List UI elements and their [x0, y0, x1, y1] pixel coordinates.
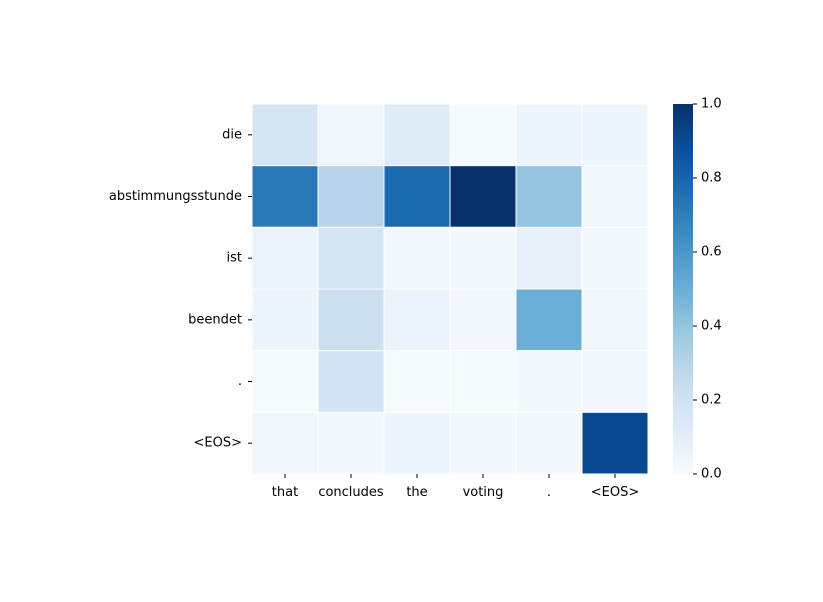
y-tick-label: <EOS>: [194, 436, 242, 451]
heatmap-cell: [251, 411, 319, 475]
heatmap-cell: [317, 288, 385, 352]
colorbar-tick-label: 0.8: [701, 171, 722, 186]
heatmap-cell: [515, 165, 583, 228]
colorbar-gradient: [673, 104, 693, 474]
heatmap-cell: [449, 226, 517, 290]
y-tick-label: ist: [227, 251, 242, 266]
heatmap-cell: [383, 226, 451, 290]
heatmap-cell: [383, 165, 451, 228]
heatmap-cell: [251, 103, 319, 167]
heatmap-cell: [449, 350, 517, 413]
heatmap-cell: [515, 103, 583, 167]
x-tick-label: <EOS>: [591, 485, 639, 500]
heatmap-cell: [449, 165, 517, 228]
heatmap-cell: [317, 165, 385, 228]
heatmap-cell: [449, 288, 517, 352]
colorbar-tick-label: 0.2: [701, 393, 722, 408]
x-axis: that concludes the voting. <EOS>: [272, 474, 639, 500]
heatmap-cell: [251, 226, 319, 290]
heatmap-cell: [449, 411, 517, 475]
heatmap-cell: [515, 226, 583, 290]
heatmap-cell: [317, 350, 385, 413]
y-axis: die abstimmungsstunde ist beendet. <EOS>: [109, 127, 252, 451]
heatmap-cell: [581, 103, 649, 167]
heatmap-cell: [317, 411, 385, 475]
x-tick-label: .: [547, 485, 551, 500]
colorbar-tick-label: 1.0: [701, 97, 722, 112]
heatmap-cell: [251, 165, 319, 228]
heatmap-cell: [515, 350, 583, 413]
heatmap-cell: [317, 226, 385, 290]
heatmap-cell: [251, 350, 319, 413]
heatmap-cell: [581, 411, 649, 475]
y-tick-label: .: [238, 374, 242, 389]
heatmap-cell: [383, 350, 451, 413]
x-tick-label: voting: [463, 485, 504, 500]
x-tick-label: the: [406, 485, 427, 500]
heatmap-cell: [383, 288, 451, 352]
colorbar: 0.0 0.2 0.4 0.6 0.8 1.0: [673, 97, 722, 482]
heatmap-cells: [251, 103, 649, 475]
heatmap-cell: [581, 288, 649, 352]
heatmap-cell: [383, 103, 451, 167]
x-tick-label: concludes: [318, 485, 384, 500]
colorbar-tick-label: 0.6: [701, 245, 722, 260]
heatmap-cell: [515, 411, 583, 475]
y-tick-label: die: [222, 127, 242, 142]
y-tick-label: abstimmungsstunde: [109, 189, 242, 204]
heatmap-cell: [581, 226, 649, 290]
heatmap-cell: [317, 103, 385, 167]
y-tick-label: beendet: [188, 312, 242, 327]
x-tick-label: that: [272, 485, 298, 500]
heatmap-cell: [449, 103, 517, 167]
heatmap-cell: [581, 350, 649, 413]
colorbar-tick-label: 0.4: [701, 319, 722, 334]
heatmap-cell: [383, 411, 451, 475]
heatmap-cell: [581, 165, 649, 228]
colorbar-tick-label: 0.0: [701, 467, 722, 482]
heatmap-cell: [515, 288, 583, 352]
heatmap-cell: [251, 288, 319, 352]
